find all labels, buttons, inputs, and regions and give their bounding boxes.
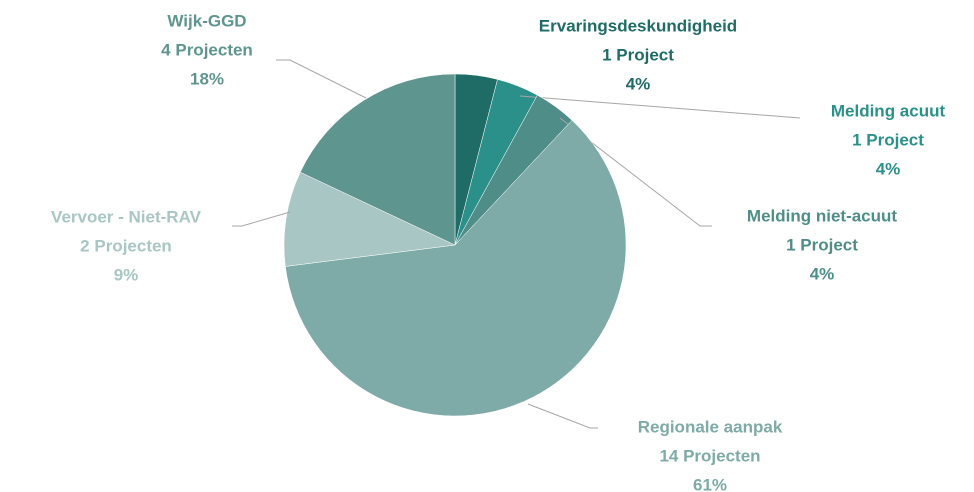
slice-category: Melding acuut bbox=[831, 101, 946, 120]
slice-value-label: 4% bbox=[810, 264, 835, 283]
leader-line bbox=[559, 117, 712, 227]
pie-slice bbox=[285, 119, 627, 417]
slice-count: 14 Projecten bbox=[659, 446, 760, 465]
leader-line bbox=[519, 95, 801, 119]
slice-value-label: 9% bbox=[114, 265, 139, 284]
slice-value-label: 4% bbox=[876, 159, 901, 178]
pie-slice bbox=[283, 171, 456, 267]
slice-count: 1 Project bbox=[786, 235, 858, 254]
slice-category: Ervaringsdeskundigheid bbox=[539, 16, 737, 35]
slice-value-label: 61% bbox=[693, 475, 727, 492]
slice-count: 1 Project bbox=[852, 130, 924, 149]
slice-value-label: 18% bbox=[190, 69, 224, 88]
slice-category: Wijk-GGD bbox=[167, 11, 246, 30]
leader-line bbox=[527, 403, 598, 429]
pie-slice bbox=[299, 73, 456, 246]
slice-count: 2 Projecten bbox=[80, 236, 172, 255]
leader-line bbox=[276, 59, 367, 99]
slice-count: 1 Project bbox=[602, 45, 674, 64]
slice-category: Vervoer - Niet-RAV bbox=[51, 207, 202, 226]
slice-category: Regionale aanpak bbox=[638, 417, 783, 436]
slice-category: Melding niet-acuut bbox=[747, 206, 898, 225]
leader-line bbox=[232, 211, 291, 227]
slice-value-label: 4% bbox=[626, 74, 651, 93]
slice-count: 4 Projecten bbox=[161, 40, 253, 59]
